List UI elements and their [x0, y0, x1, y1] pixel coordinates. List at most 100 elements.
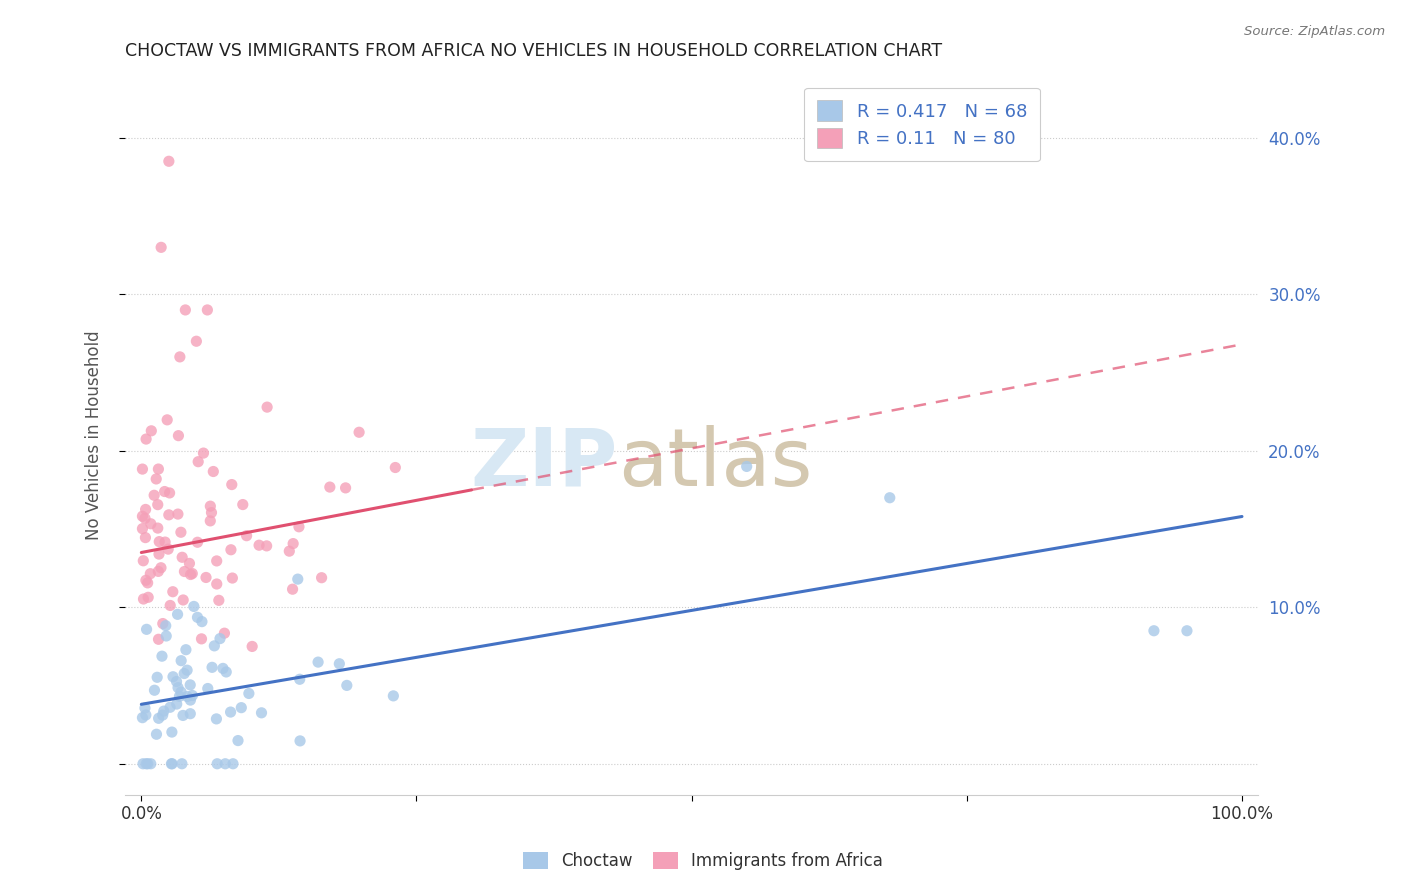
Point [179, 678, 201, 692]
Point [200, 499, 222, 513]
Point [162, 670, 184, 684]
Point [212, 661, 235, 675]
Point [202, 465, 225, 479]
Point [219, 705, 242, 719]
Point [181, 566, 204, 581]
Point [152, 616, 174, 631]
Point [172, 708, 194, 723]
Point [134, 511, 156, 525]
Point [145, 727, 167, 741]
Point [219, 542, 242, 557]
Point [132, 756, 155, 771]
Point [328, 657, 350, 671]
Point [186, 535, 208, 549]
Point [226, 733, 249, 747]
Point [159, 700, 181, 714]
Point [135, 574, 157, 588]
Point [148, 534, 170, 549]
Point [173, 666, 195, 681]
Point [131, 509, 153, 524]
Point [187, 455, 209, 469]
Point [319, 480, 342, 494]
Point [134, 701, 156, 715]
Point [149, 560, 172, 574]
Point [135, 708, 157, 723]
Point [215, 665, 238, 679]
Point [186, 610, 208, 624]
Point [135, 623, 157, 637]
Point [139, 566, 162, 581]
Point [238, 686, 260, 700]
Point [146, 521, 169, 535]
Point [153, 535, 176, 549]
Point [150, 649, 173, 664]
Point [205, 577, 228, 591]
Point [221, 571, 243, 585]
Point [134, 531, 156, 545]
Point [169, 350, 191, 364]
Point [208, 632, 231, 646]
Point [131, 711, 153, 725]
Point [159, 599, 181, 613]
Point [143, 488, 166, 502]
Point [155, 618, 177, 632]
Point [288, 673, 311, 687]
Point [132, 592, 155, 607]
Point [157, 542, 180, 557]
Point [160, 756, 183, 771]
Point [176, 690, 198, 704]
Point [197, 681, 219, 696]
Point [148, 632, 170, 647]
Point [146, 670, 169, 684]
Point [311, 571, 333, 585]
Point [179, 557, 201, 571]
Point [307, 655, 329, 669]
Point [240, 640, 263, 654]
Point [135, 432, 157, 446]
Point [166, 674, 188, 689]
Point [166, 697, 188, 711]
Point [170, 525, 193, 540]
Point [232, 498, 254, 512]
Point [879, 491, 901, 505]
Point [191, 615, 214, 629]
Text: atlas: atlas [619, 425, 813, 503]
Point [202, 639, 225, 653]
Point [214, 626, 236, 640]
Point [205, 554, 228, 568]
Point [152, 704, 174, 718]
Point [222, 756, 245, 771]
Point [256, 539, 278, 553]
Point [148, 462, 170, 476]
Point [160, 725, 183, 739]
Point [166, 607, 188, 622]
Point [135, 756, 157, 771]
Point [150, 240, 173, 254]
Point [205, 712, 228, 726]
Point [148, 711, 170, 725]
Point [208, 593, 231, 607]
Legend: R = 0.417   N = 68, R = 0.11   N = 80: R = 0.417 N = 68, R = 0.11 N = 80 [804, 87, 1039, 161]
Point [167, 428, 190, 442]
Point [281, 582, 304, 597]
Point [335, 481, 357, 495]
Point [145, 472, 167, 486]
Point [173, 565, 195, 579]
Point [167, 681, 190, 695]
Point [131, 522, 153, 536]
Point [176, 663, 198, 677]
Point [172, 550, 194, 565]
Point [157, 508, 180, 522]
Text: Source: ZipAtlas.com: Source: ZipAtlas.com [1244, 25, 1385, 38]
Point [195, 302, 218, 317]
Point [156, 413, 179, 427]
Point [180, 567, 202, 582]
Point [205, 756, 228, 771]
Point [143, 683, 166, 698]
Point [172, 593, 194, 607]
Point [287, 572, 309, 586]
Point [735, 459, 758, 474]
Point [1175, 624, 1198, 638]
Point [155, 629, 177, 643]
Point [288, 734, 311, 748]
